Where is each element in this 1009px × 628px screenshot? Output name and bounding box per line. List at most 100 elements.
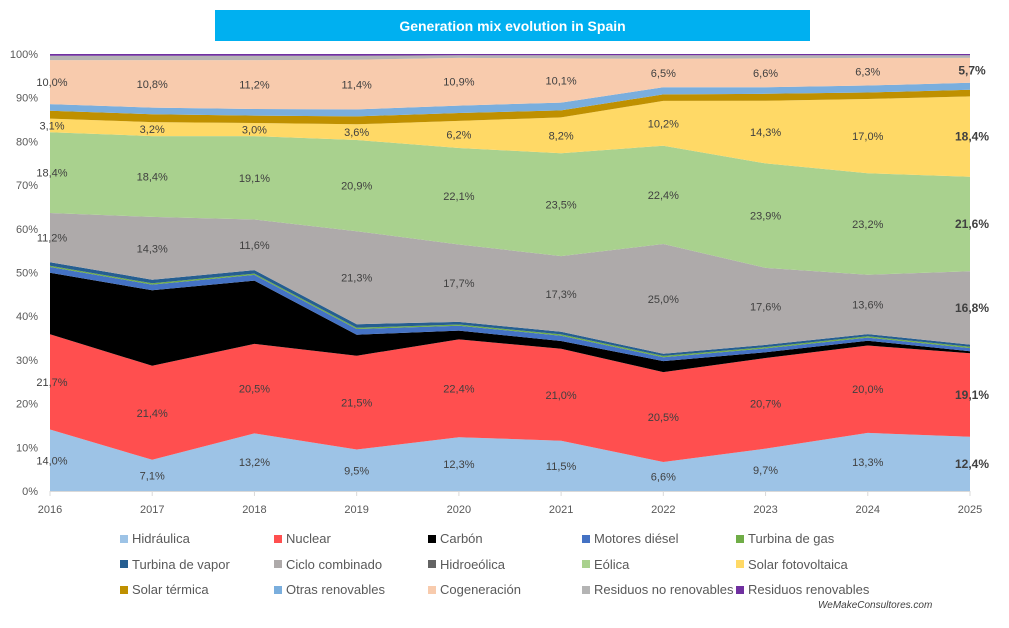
area-turbina-de-vapor — [50, 262, 970, 356]
stacked-area-chart: 0% 10% 20% 30% 40% 50% 60% 70% 80% 90% 100% 2016 201… — [10, 49, 989, 516]
legend-row: Turbina de vapor Ciclo combinado Hidroeóli… — [120, 552, 900, 578]
data-label-solar-fotovoltaica-2017: 3,2% — [140, 124, 165, 136]
data-label-ciclo-combinado-2021: 17,3% — [546, 289, 577, 301]
data-label-solar-fotovoltaica-2021: 8,2% — [549, 130, 574, 142]
data-label-nuclear-2016: 21,7% — [36, 377, 67, 389]
data-label-ciclo-combinado-2020: 17,7% — [443, 278, 474, 290]
data-label-hidraulica-2016: 14,0% — [36, 455, 67, 467]
area-ciclo-combinado — [50, 213, 970, 354]
area-eolica — [50, 132, 970, 275]
area-cogeneracion — [50, 57, 970, 110]
area-residuos-no-renovables — [50, 55, 970, 61]
legend-swatch-icon — [736, 534, 744, 543]
x-tick-label-2020: 2020 — [447, 504, 471, 516]
legend-swatch-icon — [428, 560, 436, 569]
data-label-solar-fotovoltaica-2016: 3,1% — [39, 120, 64, 132]
axes: 0% 10% 20% 30% 40% 50% 60% 70% 80% 90% 100% 2016 201… — [10, 49, 982, 516]
y-tick-label: 50% — [16, 268, 38, 280]
legend-label: Solar fotovoltaica — [748, 556, 848, 572]
area-hidraulica — [50, 429, 970, 491]
area-carbon — [50, 272, 970, 373]
data-label-hidraulica-2017: 7,1% — [140, 470, 165, 482]
legend-label: Nuclear — [286, 531, 331, 547]
data-label-nuclear-2018: 20,5% — [239, 384, 270, 396]
legend-label: Hidroeólica — [440, 556, 506, 572]
data-label-solar-fotovoltaica-2025: 18,4% — [955, 130, 989, 144]
data-labels: 14,0% 7,1% 13,2% 9,5% 12,3% 11,5% 6,6% 9,7% 13,3… — [36, 63, 989, 483]
legend-item-solar-termica: Solar térmica — [120, 582, 274, 597]
data-label-nuclear-2020: 22,4% — [443, 383, 474, 395]
legend-label: Residuos renovables — [748, 582, 870, 598]
watermark: WeMakeConsultores.com — [818, 600, 933, 611]
data-label-hidraulica-2025: 12,4% — [955, 457, 989, 471]
data-label-solar-fotovoltaica-2020: 6,2% — [446, 129, 471, 141]
legend-item-ciclo-combinado: Ciclo combinado — [274, 557, 428, 572]
legend-item-hidroeolica: Hidroeólica — [428, 557, 582, 572]
legend-label: Otras renovables — [286, 582, 385, 598]
y-tick-label: 100% — [10, 49, 38, 61]
data-label-eolica-2016: 18,4% — [36, 168, 67, 180]
area-motores-diesel — [50, 267, 970, 362]
data-label-solar-fotovoltaica-2018: 3,0% — [242, 125, 267, 137]
legend-item-nuclear: Nuclear — [274, 531, 428, 546]
x-tick-label-2017: 2017 — [140, 504, 164, 516]
legend-label: Turbina de gas — [748, 531, 835, 547]
data-label-cogeneracion-2018: 11,2% — [239, 80, 270, 92]
data-label-cogeneracion-2025: 5,7% — [958, 63, 986, 77]
legend-swatch-icon — [582, 585, 590, 594]
legend-label: Residuos no renovables — [594, 582, 734, 598]
data-label-nuclear-2024: 20,0% — [852, 384, 883, 396]
data-label-eolica-2024: 23,2% — [852, 219, 883, 231]
x-tick-label-2024: 2024 — [856, 504, 880, 516]
data-label-cogeneracion-2017: 10,8% — [137, 79, 168, 91]
data-label-cogeneracion-2016: 10,0% — [36, 77, 67, 89]
x-tick-label-2019: 2019 — [344, 504, 368, 516]
data-label-eolica-2025: 21,6% — [955, 217, 989, 231]
x-tick-label-2016: 2016 — [38, 504, 62, 516]
data-label-hidraulica-2021: 11,5% — [546, 461, 577, 473]
legend-label: Turbina de vapor — [132, 556, 230, 572]
data-label-cogeneracion-2022: 6,5% — [651, 68, 676, 80]
data-label-nuclear-2025: 19,1% — [955, 388, 989, 402]
data-label-nuclear-2019: 21,5% — [341, 398, 372, 410]
data-label-ciclo-combinado-2018: 11,6% — [239, 240, 270, 252]
legend-swatch-icon — [736, 585, 744, 594]
legend-row: Hidráulica Nuclear Carbón Motores diésel Tur… — [120, 526, 900, 552]
x-tick-label-2025: 2025 — [958, 504, 982, 516]
data-label-ciclo-combinado-2025: 16,8% — [955, 301, 989, 315]
data-label-solar-fotovoltaica-2022: 10,2% — [648, 118, 679, 130]
y-tick-label: 0% — [22, 486, 38, 498]
x-tick-label-2022: 2022 — [651, 504, 675, 516]
x-tick-label-2023: 2023 — [753, 504, 777, 516]
data-label-eolica-2023: 23,9% — [750, 211, 781, 223]
data-label-ciclo-combinado-2022: 25,0% — [648, 294, 679, 306]
data-label-hidraulica-2018: 13,2% — [239, 457, 270, 469]
data-label-nuclear-2022: 20,5% — [648, 412, 679, 424]
legend-swatch-icon — [274, 585, 282, 594]
data-label-ciclo-combinado-2023: 17,6% — [750, 301, 781, 313]
data-label-hidraulica-2022: 6,6% — [651, 472, 676, 484]
area-residuos-renovables — [50, 54, 970, 56]
data-label-solar-fotovoltaica-2024: 17,0% — [852, 131, 883, 143]
legend-swatch-icon — [120, 560, 128, 569]
area-otras-renovables — [50, 82, 970, 117]
legend-item-cogeneracion: Cogeneración — [428, 582, 582, 597]
legend-label: Hidráulica — [132, 531, 190, 547]
area-layers — [50, 54, 970, 491]
data-label-cogeneracion-2019: 11,4% — [341, 80, 372, 92]
x-tick-label-2018: 2018 — [242, 504, 266, 516]
y-tick-label: 10% — [16, 442, 38, 454]
chart-title: Generation mix evolution in Spain — [215, 10, 810, 41]
legend-item-eolica: Eólica — [582, 557, 736, 572]
legend-swatch-icon — [120, 585, 128, 594]
legend-label: Cogeneración — [440, 582, 521, 598]
legend-row: Solar térmica Otras renovables Cogeneració… — [120, 577, 900, 603]
area-solar-termica — [50, 89, 970, 125]
legend-swatch-icon — [582, 560, 590, 569]
data-label-hidraulica-2024: 13,3% — [852, 457, 883, 469]
legend-item-turbina-de-vapor: Turbina de vapor — [120, 557, 274, 572]
y-tick-label: 20% — [16, 399, 38, 411]
y-tick-label: 30% — [16, 355, 38, 367]
x-tick-label-2021: 2021 — [549, 504, 573, 516]
data-label-eolica-2020: 22,1% — [443, 191, 474, 203]
